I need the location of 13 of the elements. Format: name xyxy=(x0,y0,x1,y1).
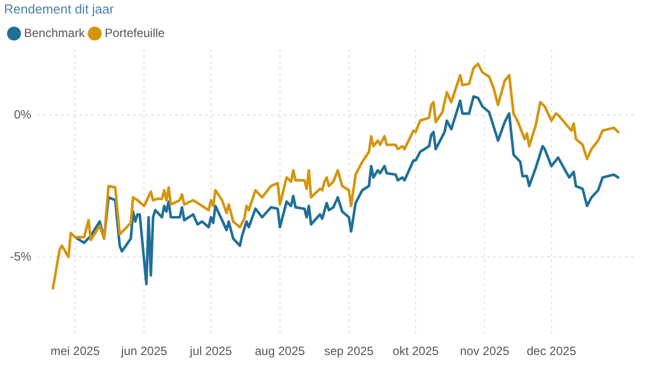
x-tick-label: jun 2025 xyxy=(120,344,168,358)
legend-label: Portefeuille xyxy=(104,26,166,40)
chart-title: Rendement dit jaar xyxy=(4,1,115,16)
x-tick-label: dec 2025 xyxy=(526,344,576,358)
x-tick-label: aug 2025 xyxy=(254,344,306,358)
x-tick-label: sep 2025 xyxy=(324,344,374,358)
x-tick-label: mei 2025 xyxy=(50,344,100,358)
x-tick-label: nov 2025 xyxy=(460,344,510,358)
x-tick-label: okt 2025 xyxy=(392,344,440,358)
legend-label: Benchmark xyxy=(24,26,86,40)
x-tick-label: jul 2025 xyxy=(188,344,232,358)
y-tick-label: 0% xyxy=(14,107,32,122)
y-tick-label: -5% xyxy=(10,249,32,264)
